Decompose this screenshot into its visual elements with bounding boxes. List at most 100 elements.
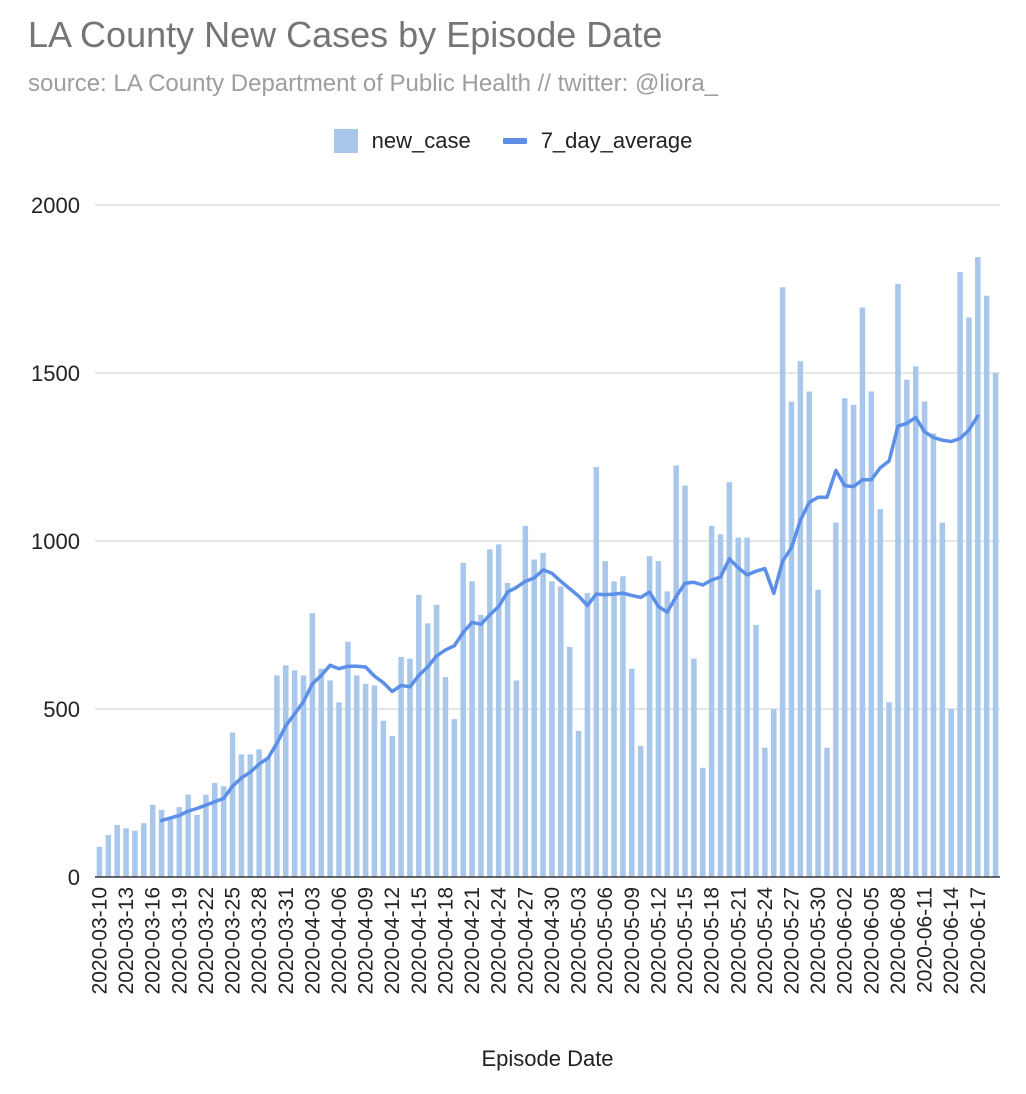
chart-title: LA County New Cases by Episode Date [28,14,663,55]
x-tick-label: 2020-06-11 [914,887,937,993]
x-tick-label: 2020-03-31 [275,887,298,994]
x-tick-label: 2020-05-24 [754,887,777,995]
x-tick-label: 2020-03-13 [115,887,138,994]
bar-new-case [389,735,395,877]
line-7-day-average [159,414,980,823]
bar-new-case [247,754,254,877]
bar-new-case [921,401,928,877]
bar-new-case [362,683,369,877]
x-tick-label: 2020-05-18 [701,887,724,994]
legend-item-7-day-average[interactable]: 7_day_average [502,128,693,154]
bar-new-case [424,623,431,877]
bar-new-case [238,754,245,877]
legend-label-new-case: new_case [371,128,471,153]
bar-new-case [575,730,582,877]
legend-item-new-case[interactable]: new_case [333,128,471,154]
bar-new-case [256,749,262,877]
y-tick-label: 0 [68,865,80,890]
x-tick-label: 2020-03-22 [195,887,218,994]
bar-new-case [229,732,236,877]
x-tick-label: 2020-05-27 [781,887,804,994]
chart-subtitle: source: LA County Department of Public H… [28,70,719,97]
bar-new-case [841,398,848,877]
bar-new-case [957,272,963,877]
y-tick-label: 500 [43,697,80,722]
bar-new-case [540,552,546,877]
bar-new-case [815,589,821,877]
bar-new-case [495,544,502,877]
x-tick-label: 2020-05-06 [594,887,617,994]
bar-new-case [345,641,351,877]
bar-new-case [283,665,289,877]
bar-new-case [992,373,999,877]
bar-new-case [558,586,564,877]
x-tick-label: 2020-04-12 [381,887,404,994]
bar-new-case [176,807,183,877]
bar-new-case [797,361,804,877]
bar-new-case [912,366,919,877]
bar-new-case [584,593,591,877]
legend-label-7-day-average: 7_day_average [540,128,693,153]
x-tick-label: 2020-03-25 [222,887,245,994]
bar-new-case [824,747,830,877]
bar-new-case [602,561,608,877]
x-tick-label: 2020-04-21 [461,887,484,994]
bar-new-case [149,804,156,877]
bar-new-case [291,670,298,877]
x-tick-label: 2020-06-02 [834,887,857,994]
bar-new-case [203,794,209,877]
x-tick-label: 2020-04-15 [408,887,431,994]
bar-new-case [194,814,200,877]
bar-new-case [309,613,316,877]
bar-new-case [717,534,724,877]
bar-new-case [504,583,511,877]
x-tick-label: 2020-03-16 [142,887,165,994]
bar-new-case [770,709,777,877]
x-tick-label: 2020-04-09 [355,887,378,994]
bar-new-case [398,656,404,877]
bar-new-case [726,482,733,877]
bar-new-case [637,745,644,877]
bar-new-case [158,809,165,877]
legend: new_case 7_day_average [0,128,1026,154]
bar-new-case [132,830,138,877]
bar-new-case [948,709,954,877]
legend-swatch-bar [333,129,358,153]
bar-new-case [487,549,493,877]
bar-new-case [522,525,529,877]
bar-new-case [877,509,883,877]
bar-new-case [673,465,679,877]
bar-new-case [859,307,866,878]
bar-new-case [513,680,520,877]
bar-new-case [975,257,981,878]
bar-new-case [549,581,555,877]
bar-new-case [753,625,759,877]
x-tick-label: 2020-05-21 [727,887,750,994]
bar-new-case [123,828,129,877]
x-tick-label: 2020-04-06 [328,887,351,994]
x-tick-label: 2020-04-30 [541,887,564,994]
bar-new-case [904,379,910,877]
bar-new-case [735,537,742,877]
bar-new-case [460,562,466,877]
x-tick-label: 2020-05-15 [674,887,697,994]
bar-new-case [691,658,697,877]
x-tick-label: 2020-06-08 [887,887,910,994]
bar-new-case [983,295,990,878]
bar-new-case [167,818,174,877]
bar-new-case [611,581,617,877]
bar-new-case [300,675,307,877]
bar-new-case [655,561,662,877]
x-axis-label: Episode Date [481,1046,614,1071]
bar-new-case [327,680,333,877]
x-tick-label: 2020-04-18 [435,887,458,994]
bar-new-case [566,646,573,877]
bar-new-case [850,404,857,877]
x-tick-label: 2020-05-03 [568,887,591,994]
bar-new-case [620,576,626,877]
bar-new-case [451,719,458,877]
bar-new-case [788,401,795,877]
bar-new-case [478,614,484,877]
bar-new-case [629,668,635,877]
